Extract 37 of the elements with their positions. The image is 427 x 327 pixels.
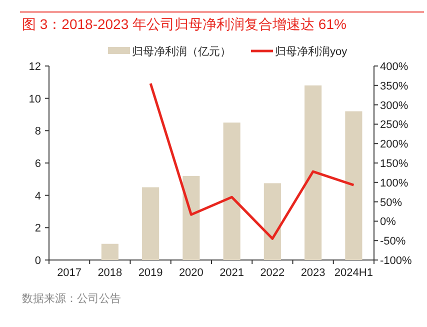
y2-tick-label: -100% bbox=[380, 255, 412, 267]
bar bbox=[223, 122, 240, 260]
y2-tick-label: 0% bbox=[380, 216, 396, 228]
y2-tick-label: 250% bbox=[380, 119, 408, 132]
source-note: 数据来源：公司公告 bbox=[22, 292, 121, 305]
x-tick-label: 2017 bbox=[57, 267, 82, 279]
x-tick-label: 2018 bbox=[98, 267, 122, 279]
y-tick-label: 6 bbox=[34, 158, 41, 170]
bar bbox=[182, 176, 200, 260]
y2-tick-label: 50% bbox=[380, 196, 402, 209]
x-tick-label: 2019 bbox=[138, 267, 163, 279]
y2-tick-label: 350% bbox=[380, 80, 408, 92]
bar bbox=[101, 244, 118, 260]
y2-tick-label: 200% bbox=[380, 138, 408, 151]
x-tick-label: 2020 bbox=[178, 267, 204, 279]
bar bbox=[142, 187, 160, 260]
legend-label: 归母净利润yoy bbox=[275, 45, 348, 58]
y-tick-label: 0 bbox=[34, 255, 41, 267]
chart-title: 图 3：2018-2023 年公司归母净利润复合增速达 61% bbox=[22, 16, 346, 32]
y2-tick-label: -50% bbox=[380, 236, 406, 248]
x-tick-label: 2022 bbox=[260, 267, 285, 279]
x-tick-label: 2024H1 bbox=[334, 267, 373, 279]
y-tick-label: 2 bbox=[34, 222, 41, 235]
y2-tick-label: 100% bbox=[380, 177, 408, 190]
legend-label: 归母净利润（亿元） bbox=[132, 45, 231, 58]
y-tick-label: 12 bbox=[28, 61, 41, 73]
y2-tick-label: 400% bbox=[380, 61, 408, 73]
y2-tick-label: 300% bbox=[380, 100, 408, 112]
bar bbox=[264, 183, 281, 260]
x-tick-label: 2021 bbox=[220, 267, 244, 279]
bar bbox=[345, 111, 362, 260]
y2-tick-label: 150% bbox=[380, 158, 408, 170]
x-tick-label: 2023 bbox=[300, 267, 326, 279]
y-tick-label: 10 bbox=[28, 93, 41, 106]
y-tick-label: 4 bbox=[34, 190, 41, 202]
bar bbox=[304, 85, 322, 260]
y-tick-label: 8 bbox=[34, 126, 41, 138]
